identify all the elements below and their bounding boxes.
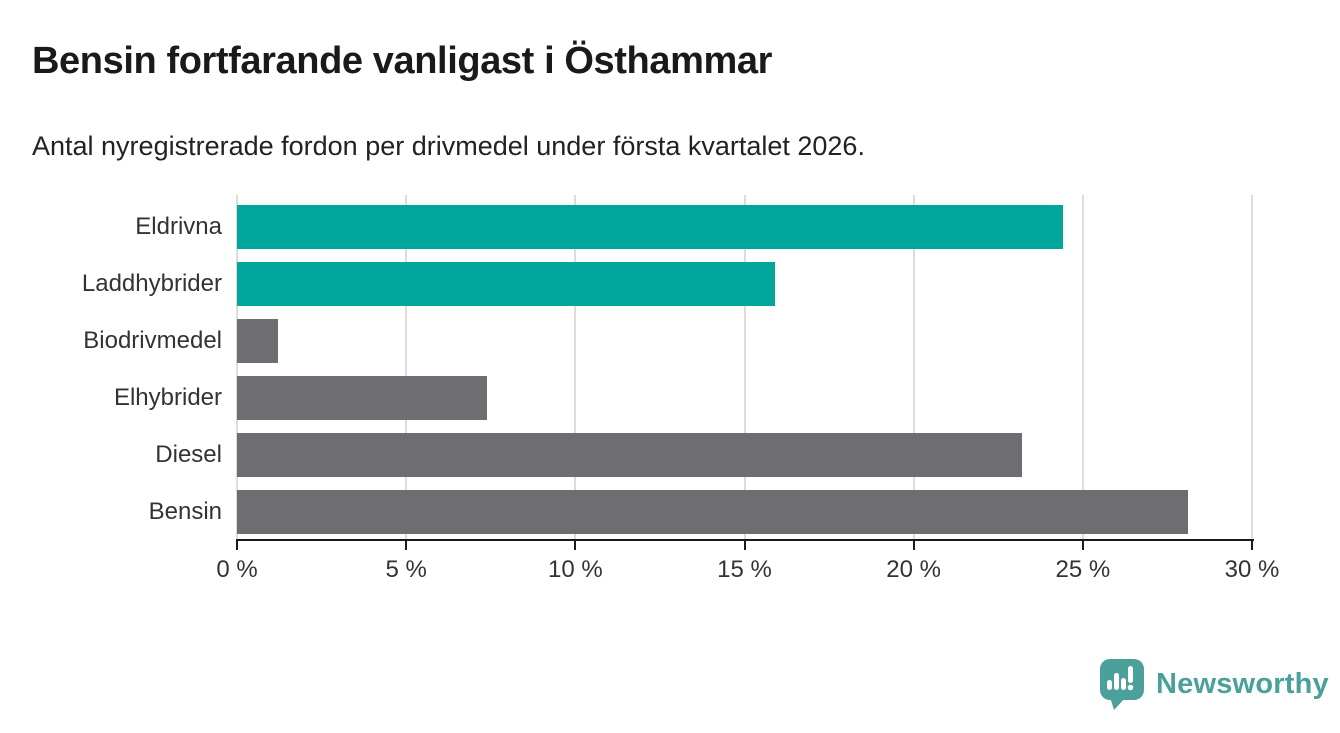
grid-line [1081,195,1084,541]
x-axis-tick [743,541,746,550]
x-axis-tick-label: 15 % [717,556,772,583]
category-label: Diesel [155,441,222,468]
grid-line [743,195,746,541]
x-axis-tick-label: 10 % [547,556,603,583]
x-axis-tick-label: 20 % [886,556,941,583]
grid-line [1251,195,1253,541]
bar-diesel [237,433,1022,477]
grid-line [405,195,408,541]
chart-title: Bensin fortfarande vanligast i Östhammar [32,40,772,82]
x-axis-tick [912,541,915,550]
grid-line [236,195,238,541]
x-axis-tick-label: 0 % [216,556,258,583]
chart-subtitle: Antal nyregistrerade fordon per drivmede… [32,131,865,161]
x-axis-tick [574,541,577,550]
category-label: Biodrivmedel [83,327,222,354]
category-label: Bensin [148,498,222,525]
category-axis-labels: Eldrivna Laddhybrider Biodrivmedel Elhybrid… [0,195,222,541]
bar-laddhybrider [237,262,775,306]
x-axis-tick-label: 5 % [385,556,427,583]
bar-eldrivna [237,205,1063,249]
x-axis-line [236,539,1254,541]
x-axis-tick [1251,541,1253,550]
category-label: Laddhybrider [81,270,222,297]
category-label: Elhybrider [113,384,222,411]
x-axis-tick-label: 25 % [1055,556,1111,583]
newsworthy-logo-icon [1100,659,1144,710]
x-axis-tick-label: 30 % [1224,556,1280,583]
newsworthy-logo: Newsworthy [1098,656,1329,712]
bar-bensin [237,490,1188,534]
newsworthy-logo-text: Newsworthy [1156,667,1329,700]
grid-line [912,195,915,541]
bar-biodrivmedel [237,319,278,363]
grid-line [574,195,577,541]
x-axis-tick [405,541,408,550]
category-label: Eldrivna [135,213,222,240]
bar-chart-plot [236,195,1253,541]
bar-elhybrider [237,376,488,420]
x-axis-tick [1081,541,1084,550]
x-axis-tick [236,541,238,550]
